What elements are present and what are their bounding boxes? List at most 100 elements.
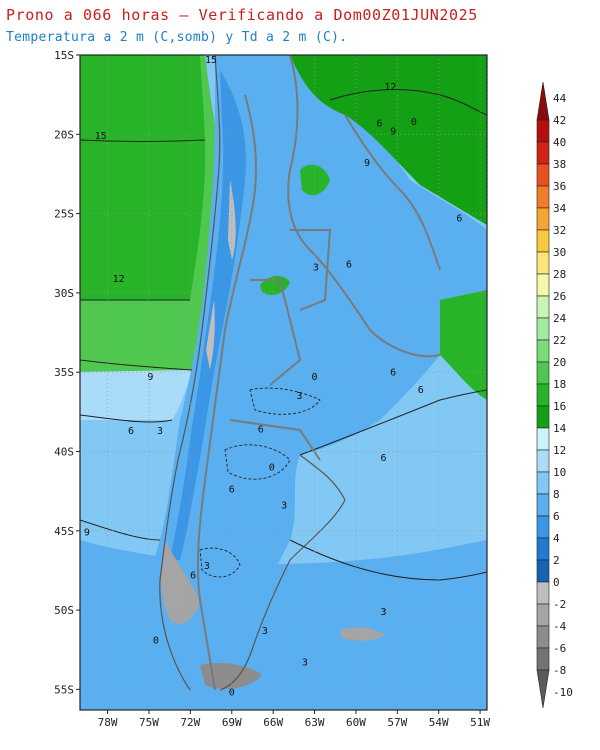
contour-value-label: 3 [281, 501, 287, 512]
contour-value-label: 6 [229, 485, 235, 496]
contour-value-label: 0 [312, 372, 318, 383]
contour-line [289, 539, 487, 581]
colorbar-label: 26 [553, 290, 566, 303]
lon-tick-label: 66W [263, 716, 283, 729]
colorbar-label: -8 [553, 664, 566, 677]
lon-tick: 57W [387, 710, 408, 729]
colorbar-bin [536, 515, 550, 539]
contour-value-label: 0 [229, 688, 235, 699]
lon-tick-label: 75W [139, 716, 159, 729]
contour-value-label: 9 [390, 126, 396, 137]
colorbar-bin [536, 163, 550, 187]
colorbar-bin [536, 229, 550, 253]
lon-tick: 69W [222, 710, 242, 729]
lat-tick-label: 35S [54, 366, 74, 379]
coastline-east [219, 454, 346, 691]
contour-value-label: 15 [205, 55, 217, 66]
colorbar-bin [536, 647, 550, 671]
pacific-mild-band [80, 370, 192, 420]
contour-value-label: 6 [346, 260, 352, 271]
dashed-contour [199, 547, 241, 578]
colorbar-label: -2 [553, 598, 566, 611]
colorbar-bin [536, 427, 550, 451]
lon-tick-label: 69W [222, 716, 242, 729]
coastline-west [159, 55, 221, 691]
lat-tick-label: 55S [54, 683, 74, 696]
colorbar-bin [536, 383, 550, 407]
colorbar-label: 14 [553, 422, 567, 435]
colorbar-bin [536, 119, 550, 143]
colorbar-label: 8 [553, 488, 560, 501]
contour-line [329, 89, 487, 116]
colorbar-label: 12 [553, 444, 566, 457]
contour-value-label: 3 [262, 626, 268, 637]
tierra-del-fuego-frost [200, 663, 262, 689]
colorbar-bin [536, 493, 550, 517]
colorbar-label: 28 [553, 268, 566, 281]
patagonia-frost [160, 540, 200, 624]
colorbar-bin [536, 559, 550, 583]
colorbar-bin [536, 207, 550, 231]
colorbar-label: 36 [553, 180, 566, 193]
contour-value-label: 6 [128, 426, 134, 437]
contour-value-label: 0 [411, 117, 417, 128]
lat-tick: 40S [54, 445, 80, 458]
colorbar-label: 24 [553, 312, 567, 325]
andes-strip [170, 70, 246, 560]
map-subtitle: Temperatura a 2 m (C,somb) y Td a 2 m (C… [6, 30, 348, 45]
lon-tick: 78W [98, 710, 118, 729]
lon-tick: 54W [429, 710, 449, 729]
lat-tick: 55S [54, 683, 80, 696]
lat-tick-label: 50S [54, 604, 74, 617]
colorbar-label: 40 [553, 136, 566, 149]
lat-tick: 25S [54, 208, 80, 221]
lon-tick-label: 78W [98, 716, 118, 729]
contour-value-label: 6 [390, 367, 396, 378]
colorbar-label: 22 [553, 334, 566, 347]
colorbar-label: 34 [553, 202, 567, 215]
pacific-warmer-zone [80, 55, 206, 300]
colorbar-bin [536, 471, 550, 495]
contour-line [80, 414, 173, 423]
map-title: Prono a 066 horas — Verificando a Dom00Z… [6, 6, 478, 24]
colorbar-bin [536, 405, 550, 429]
colorbar-label: 44 [553, 92, 567, 105]
contour-value-label: 3 [296, 391, 302, 402]
contour-value-label: 0 [153, 635, 159, 646]
border-line [344, 114, 441, 271]
colorbar-label: 6 [553, 510, 560, 523]
latitude-axis: 15S 20S 25S 30S 35S 40S 45S 50S 55S [54, 49, 80, 696]
colorbar-bin [536, 361, 550, 385]
colorbar-label: 4 [553, 532, 560, 545]
colorbar-bin [536, 81, 550, 121]
contour-lines [80, 89, 487, 581]
colorbar-label: 16 [553, 400, 566, 413]
colorbar-label: 30 [553, 246, 566, 259]
colorbar-bin [536, 317, 550, 341]
border-line [287, 55, 441, 358]
temperature-colorbar: 4442403836343230282624222018161412108642… [536, 81, 573, 709]
lat-tick-label: 45S [54, 525, 74, 538]
lon-tick-label: 72W [180, 716, 200, 729]
lon-tick: 75W [139, 710, 159, 729]
dewpoint-dashed-contours [199, 387, 321, 578]
dashed-contour [249, 387, 321, 415]
lon-tick-label: 54W [429, 716, 449, 729]
colorbar-label: -6 [553, 642, 566, 655]
colorbar-label: 32 [553, 224, 566, 237]
contour-value-label: 12 [113, 274, 125, 285]
contour-value-label: 6 [381, 453, 387, 464]
colorbar-bin [536, 669, 550, 709]
colorbar-bin [536, 185, 550, 209]
map-frame [79, 54, 488, 711]
lat-tick: 15S [54, 49, 80, 62]
lat-tick: 30S [54, 287, 80, 300]
lat-tick: 35S [54, 366, 80, 379]
colorbar-label: 2 [553, 554, 560, 567]
contour-value-label: 3 [204, 561, 210, 572]
colorbar-bin [536, 339, 550, 363]
colorbar-bin [536, 581, 550, 605]
colorbar-label: 18 [553, 378, 566, 391]
